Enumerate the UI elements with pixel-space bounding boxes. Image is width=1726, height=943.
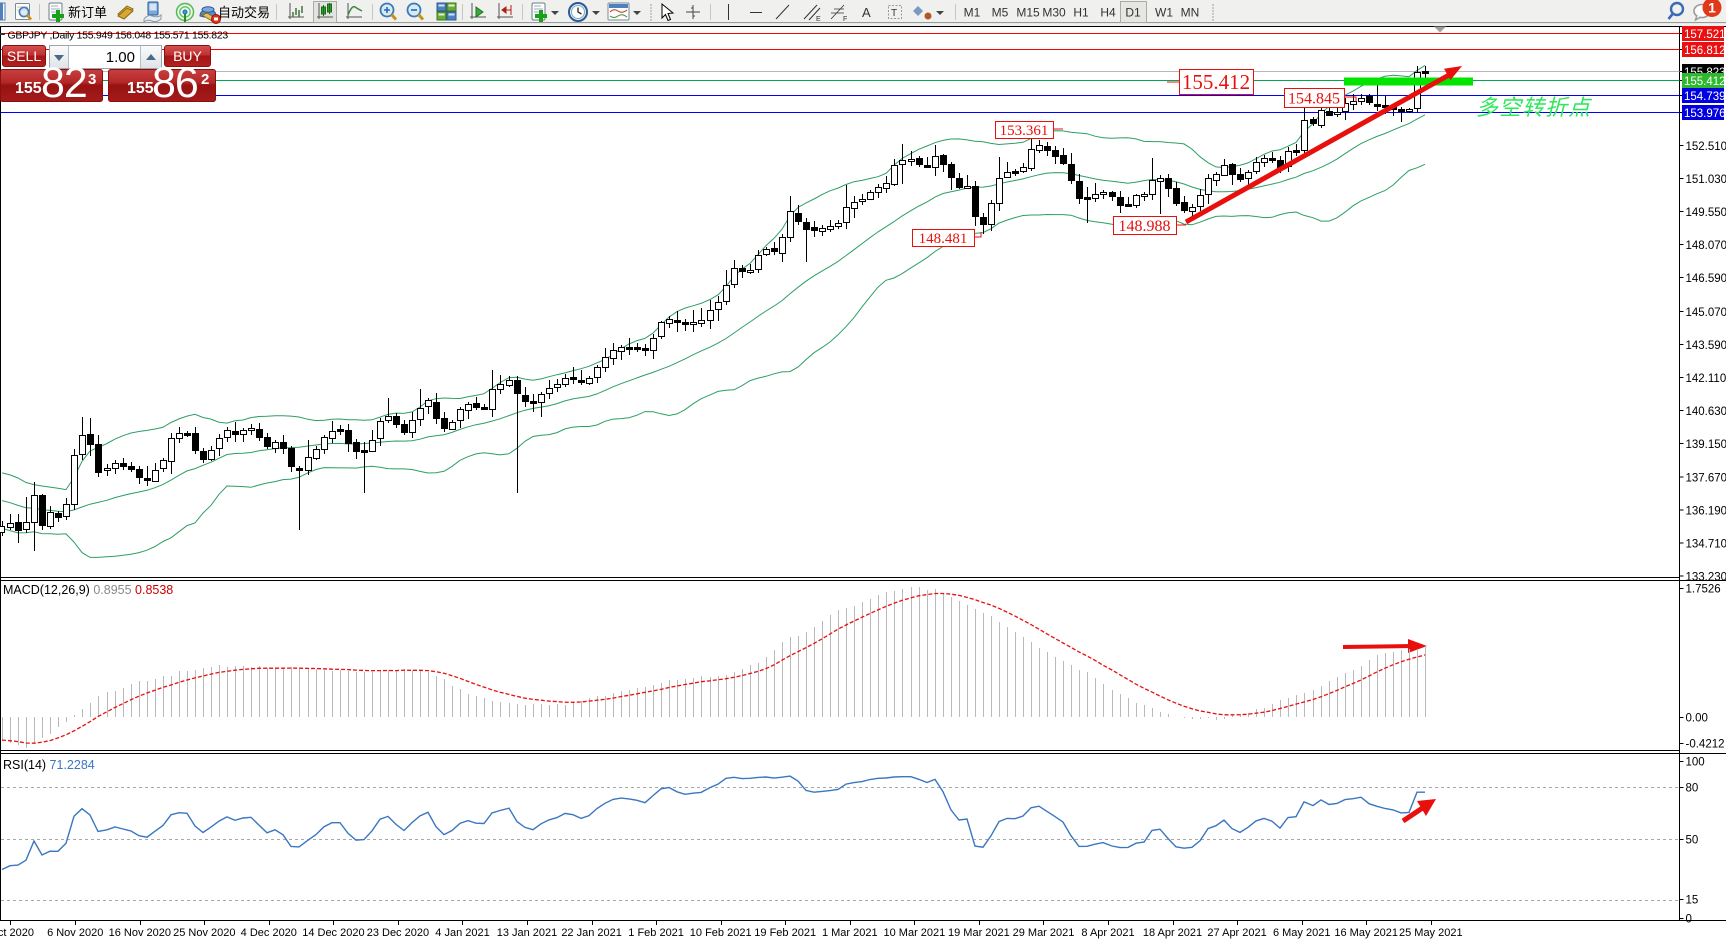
svg-text:145.070: 145.070 — [1686, 307, 1726, 319]
svg-text:152.510: 152.510 — [1686, 141, 1726, 153]
svg-text:14 Dec 2020: 14 Dec 2020 — [302, 927, 364, 939]
svg-text:25 May 2021: 25 May 2021 — [1399, 927, 1463, 939]
svg-text:28 Oct 2020: 28 Oct 2020 — [0, 927, 34, 939]
svg-text:136.190: 136.190 — [1686, 505, 1726, 517]
svg-text:-0.4212: -0.4212 — [1686, 739, 1725, 751]
svg-text:15: 15 — [1686, 895, 1699, 907]
svg-text:0.00: 0.00 — [1686, 713, 1708, 725]
svg-text:M15: M15 — [1016, 6, 1040, 20]
svg-text:D1: D1 — [1125, 6, 1141, 20]
svg-text:GBPJPY ,Daily 155.949 156.048: GBPJPY ,Daily 155.949 156.048 155.571 15… — [8, 30, 229, 42]
svg-text:16 Nov 2020: 16 Nov 2020 — [109, 927, 171, 939]
svg-text:100: 100 — [1686, 757, 1705, 769]
svg-text:153.361: 153.361 — [1000, 123, 1049, 139]
svg-text:156.812: 156.812 — [1684, 45, 1726, 57]
svg-text:29 Mar 2021: 29 Mar 2021 — [1013, 927, 1075, 939]
svg-text:1.7526: 1.7526 — [1686, 584, 1721, 596]
svg-text:4 Jan 2021: 4 Jan 2021 — [435, 927, 489, 939]
svg-text:8 Apr 2021: 8 Apr 2021 — [1081, 927, 1134, 939]
svg-text:1 Mar 2021: 1 Mar 2021 — [822, 927, 878, 939]
svg-text:H4: H4 — [1100, 6, 1116, 20]
svg-text:M1: M1 — [964, 6, 981, 20]
svg-text:27 Apr 2021: 27 Apr 2021 — [1207, 927, 1266, 939]
svg-text:E: E — [816, 16, 821, 23]
svg-text:19 Feb 2021: 19 Feb 2021 — [754, 927, 816, 939]
svg-text:16 May 2021: 16 May 2021 — [1334, 927, 1398, 939]
svg-text:143.590: 143.590 — [1686, 340, 1726, 352]
svg-text:新订单: 新订单 — [68, 5, 107, 20]
svg-text:1 Feb 2021: 1 Feb 2021 — [628, 927, 684, 939]
svg-text:MACD(12,26,9) 0.8955 0.8538: MACD(12,26,9) 0.8955 0.8538 — [3, 583, 173, 597]
svg-text:M5: M5 — [992, 6, 1009, 20]
svg-text:W1: W1 — [1155, 6, 1173, 20]
svg-text:149.550: 149.550 — [1686, 207, 1726, 219]
svg-text:1: 1 — [1708, 0, 1716, 16]
svg-text:H1: H1 — [1073, 6, 1089, 20]
svg-text:155.412: 155.412 — [1182, 70, 1250, 94]
svg-text:4 Dec 2020: 4 Dec 2020 — [241, 927, 297, 939]
svg-text:A: A — [862, 5, 871, 20]
svg-text:153.976: 153.976 — [1684, 108, 1726, 120]
svg-text:157.521: 157.521 — [1684, 29, 1726, 41]
svg-text:154.739: 154.739 — [1684, 91, 1726, 103]
svg-text:151.030: 151.030 — [1686, 174, 1726, 186]
svg-text:0: 0 — [1686, 914, 1692, 926]
svg-text:155.412: 155.412 — [1684, 76, 1726, 88]
svg-text:RSI(14) 71.2284: RSI(14) 71.2284 — [3, 758, 95, 772]
svg-text:137.670: 137.670 — [1686, 472, 1726, 484]
svg-text:自动交易: 自动交易 — [218, 5, 270, 20]
svg-text:139.150: 139.150 — [1686, 439, 1726, 451]
svg-text:19 Mar 2021: 19 Mar 2021 — [948, 927, 1010, 939]
svg-text:T: T — [891, 8, 897, 19]
svg-text:6 Nov 2020: 6 Nov 2020 — [47, 927, 103, 939]
svg-text:23 Dec 2020: 23 Dec 2020 — [367, 927, 429, 939]
svg-text:134.710: 134.710 — [1686, 538, 1726, 550]
svg-text:148.988: 148.988 — [1119, 218, 1171, 235]
svg-text:MN: MN — [1181, 6, 1200, 20]
svg-text:25 Nov 2020: 25 Nov 2020 — [173, 927, 235, 939]
svg-text:22 Jan 2021: 22 Jan 2021 — [561, 927, 622, 939]
svg-text:148.070: 148.070 — [1686, 240, 1726, 252]
svg-text:18 Apr 2021: 18 Apr 2021 — [1143, 927, 1202, 939]
svg-text:148.481: 148.481 — [919, 231, 968, 247]
svg-text:F: F — [843, 16, 847, 23]
svg-text:133.230: 133.230 — [1686, 571, 1726, 583]
svg-text:M30: M30 — [1042, 6, 1066, 20]
svg-text:50: 50 — [1686, 835, 1699, 847]
svg-text:142.110: 142.110 — [1686, 373, 1726, 385]
svg-text:80: 80 — [1686, 783, 1699, 795]
svg-text:140.630: 140.630 — [1686, 406, 1726, 418]
svg-text:154.845: 154.845 — [1288, 90, 1340, 107]
svg-text:多空转折点: 多空转折点 — [1476, 95, 1593, 120]
svg-text:10 Mar 2021: 10 Mar 2021 — [884, 927, 946, 939]
svg-text:10 Feb 2021: 10 Feb 2021 — [690, 927, 752, 939]
svg-text:13 Jan 2021: 13 Jan 2021 — [497, 927, 558, 939]
svg-text:6 May 2021: 6 May 2021 — [1273, 927, 1330, 939]
svg-text:146.590: 146.590 — [1686, 273, 1726, 285]
